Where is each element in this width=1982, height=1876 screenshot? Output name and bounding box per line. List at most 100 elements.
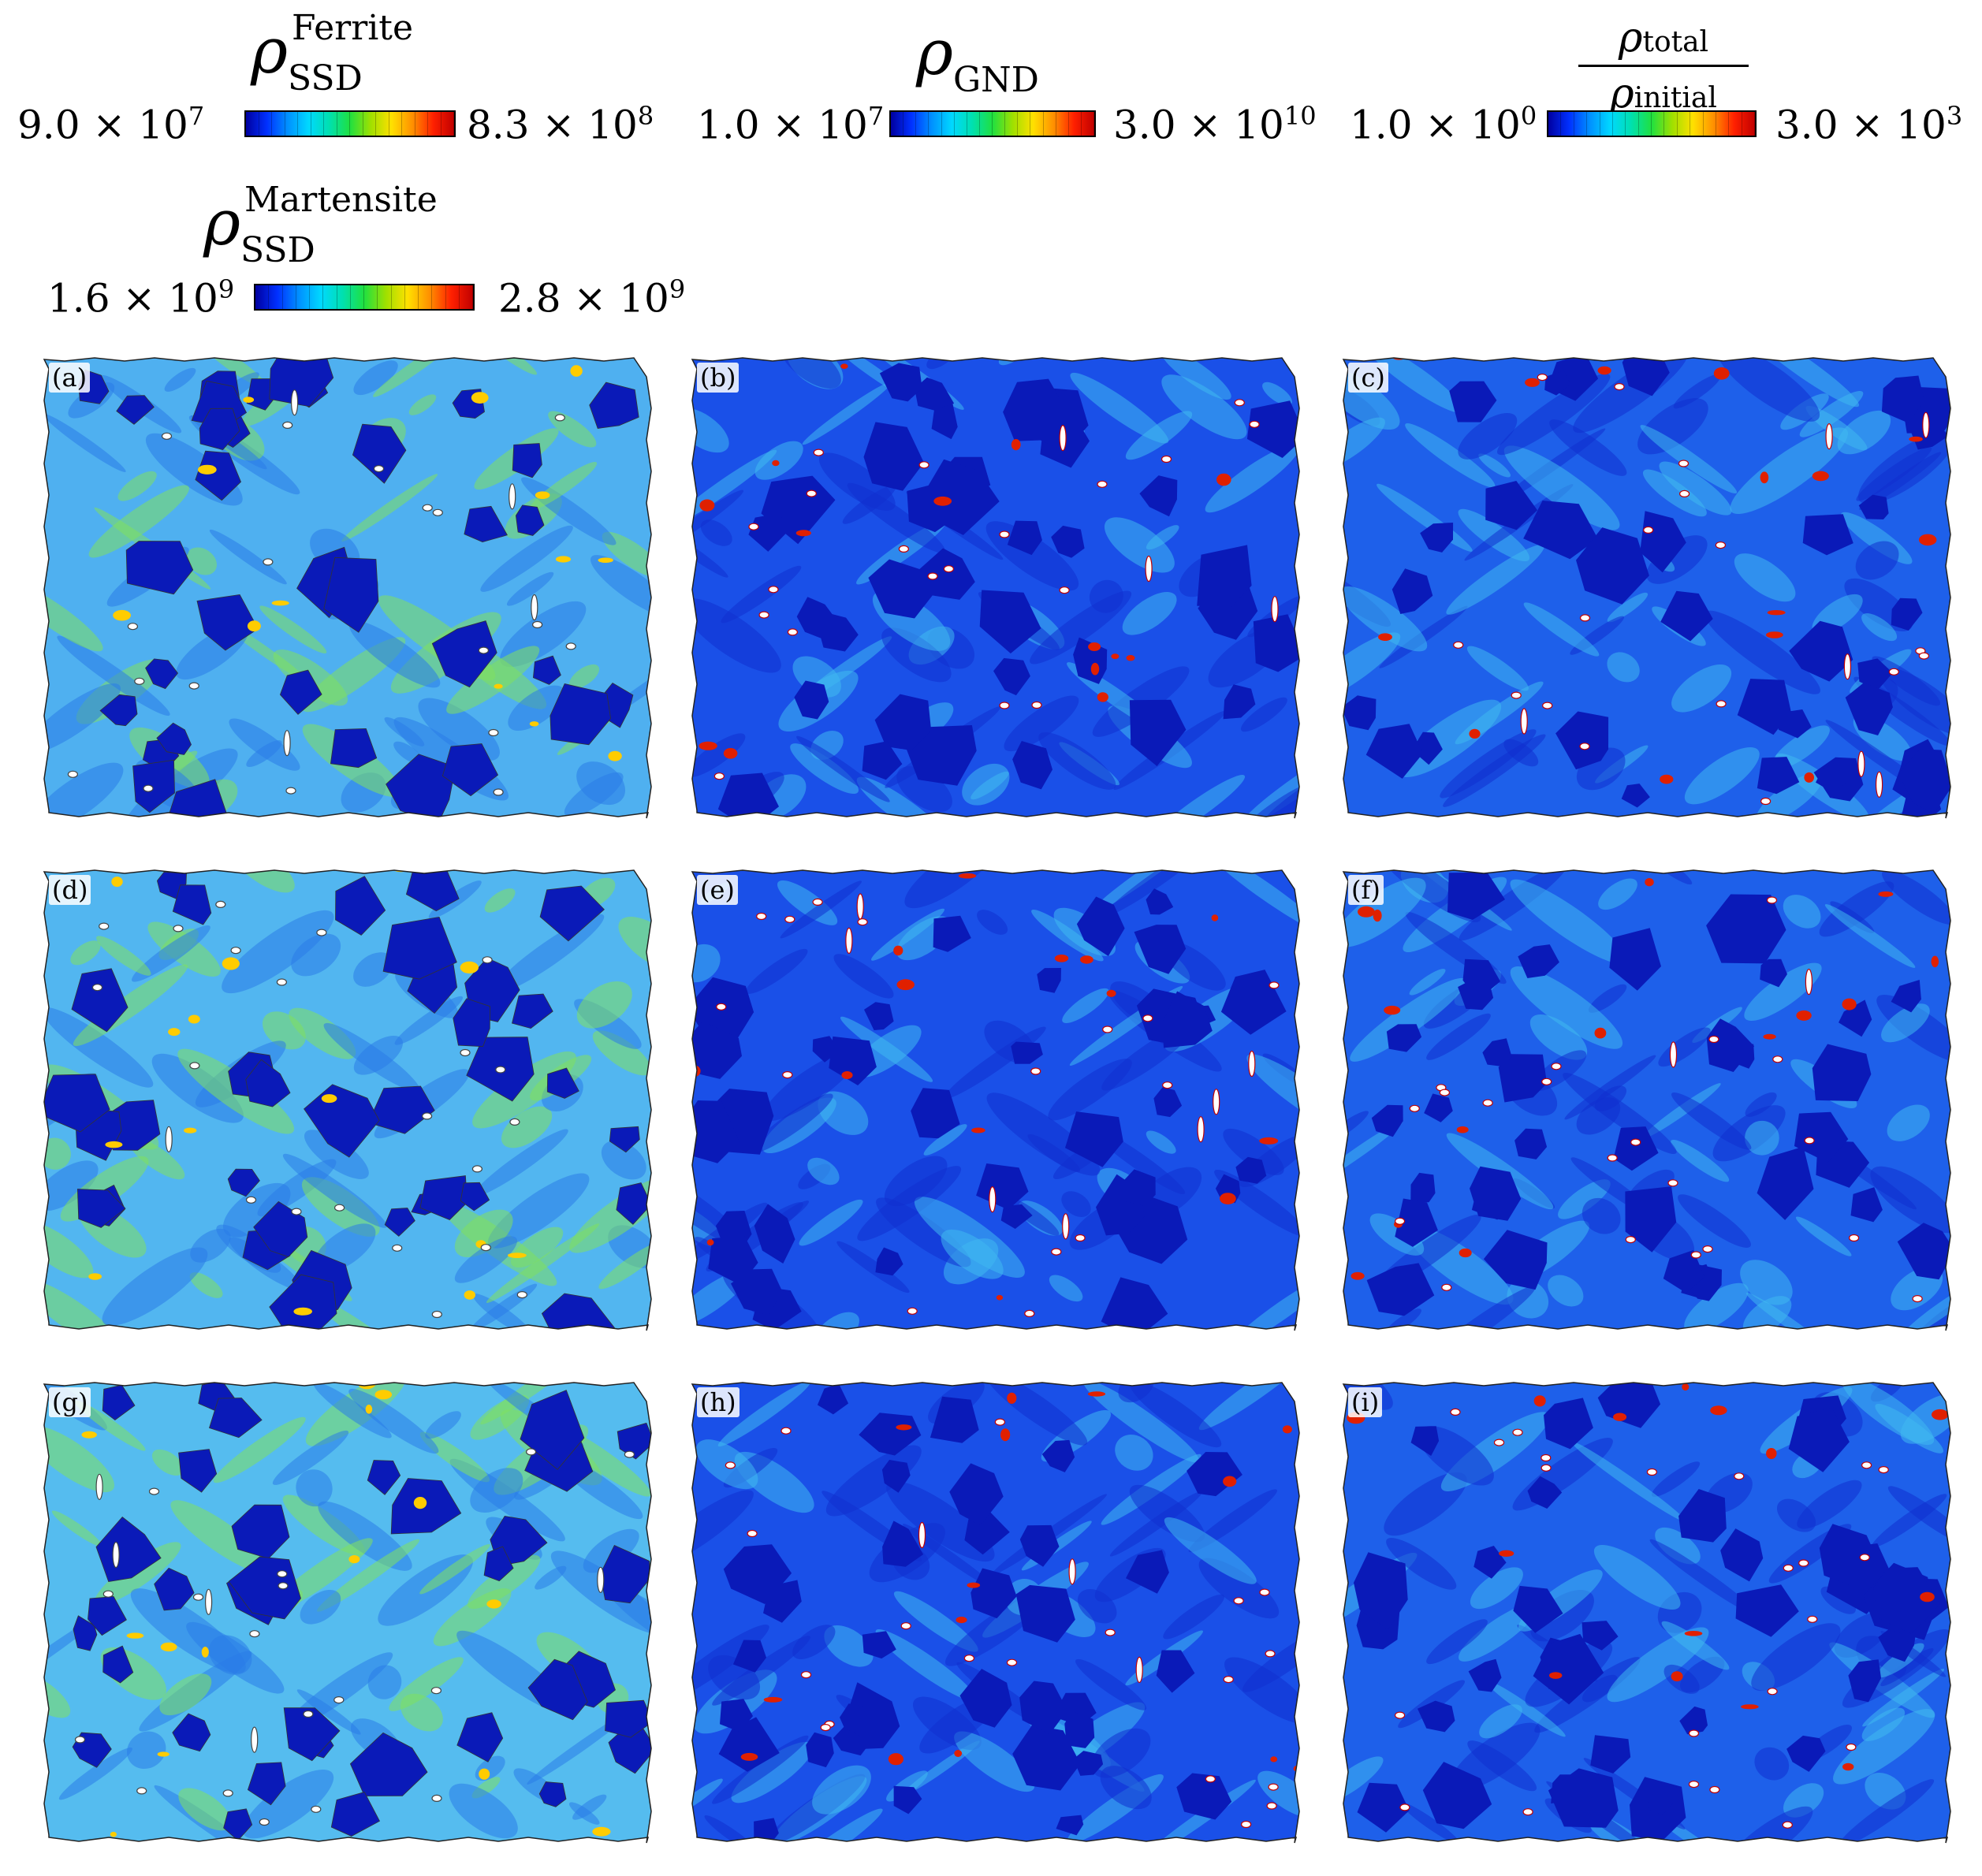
void: [95, 1473, 103, 1500]
martensite-grain: [1737, 679, 1791, 735]
martensite-grain: [195, 450, 241, 501]
texture-blob: [373, 358, 460, 397]
texture-blob: [893, 1591, 978, 1652]
martensite-grain: [512, 443, 542, 478]
texture-blob: [484, 888, 516, 913]
texture-blob: [454, 1236, 517, 1283]
texture-blob: [1478, 453, 1511, 478]
field-map: [1342, 869, 1951, 1331]
martensite-grain: [1482, 1038, 1512, 1066]
martensite-grain: [864, 1002, 894, 1030]
void: [1679, 489, 1690, 497]
hot-spot: [374, 1390, 393, 1400]
hot-spot: [1660, 774, 1674, 784]
hot-spot: [105, 1141, 123, 1148]
texture-blob: [1717, 358, 1820, 422]
texture-blob: [749, 1093, 833, 1154]
martensite-grain: [794, 680, 829, 720]
texture-blob: [1642, 469, 1707, 517]
hot-spot: [1842, 1762, 1854, 1771]
martensite-min-label: 1.6 × 109: [47, 274, 235, 322]
martensite-grain: [550, 683, 612, 746]
martensite-grain: [1410, 1172, 1436, 1203]
martensite-grain: [1012, 741, 1052, 790]
void: [525, 1448, 537, 1456]
texture-blob: [569, 664, 600, 689]
void: [1511, 691, 1522, 699]
texture-blob: [1426, 1619, 1488, 1665]
hot-spot: [740, 1752, 758, 1761]
field-map: [43, 869, 652, 1331]
martensite-grain: [1019, 1524, 1060, 1567]
hot-spot: [896, 1424, 912, 1431]
hot-spot: [1533, 1395, 1546, 1407]
texture-blob: [1900, 1279, 1950, 1331]
hot-spot: [1126, 655, 1135, 661]
martensite-grain: [1129, 699, 1187, 766]
void: [1394, 1711, 1406, 1719]
martensite-grain: [515, 504, 545, 536]
void: [1690, 1251, 1701, 1259]
martensite-grain: [1156, 1650, 1195, 1693]
martensite-grain: [1727, 1043, 1755, 1069]
hot-spot: [555, 556, 572, 563]
hot-spot: [508, 1253, 527, 1258]
texture-blob: [1115, 1435, 1153, 1471]
hot-spot: [699, 741, 717, 750]
texture-blob: [341, 474, 438, 542]
texture-blob: [501, 1106, 553, 1148]
texture-blob: [289, 1007, 356, 1059]
void: [1234, 399, 1245, 407]
hot-spot: [1597, 366, 1611, 375]
hot-spot: [197, 464, 217, 475]
martensite-grain: [754, 1204, 795, 1264]
void: [482, 956, 493, 964]
void: [1450, 1408, 1461, 1416]
martensite-grain: [862, 1631, 896, 1659]
texture-blob: [799, 1199, 863, 1246]
texture-blob: [796, 735, 890, 802]
void: [263, 558, 274, 566]
martensite-grain: [1802, 514, 1853, 556]
texture-blob: [836, 1241, 910, 1293]
hot-spot: [1932, 1409, 1949, 1420]
martensite-grain: [1000, 1204, 1033, 1229]
texture-blob: [1198, 1383, 1299, 1431]
texture-blob: [1549, 419, 1627, 476]
martensite-grain: [441, 743, 499, 797]
panel-i: (i): [1340, 1378, 1955, 1847]
gnd-max-label: 3.0 × 1010: [1113, 101, 1317, 148]
void: [509, 483, 516, 510]
ferrite-colorbar: [244, 110, 456, 137]
texture-blob: [1146, 1130, 1176, 1154]
field-map: [691, 1382, 1300, 1844]
texture-blob: [1365, 358, 1464, 414]
texture-blob: [126, 1731, 166, 1770]
void: [251, 1726, 259, 1753]
void: [554, 414, 565, 422]
void: [112, 1541, 120, 1569]
texture-blob: [1671, 664, 1732, 713]
void: [748, 523, 759, 530]
hot-spot: [1919, 534, 1937, 546]
martensite-grain: [253, 1200, 308, 1257]
texture-blob: [1161, 374, 1247, 440]
texture-blob: [472, 1051, 576, 1129]
texture-blob: [847, 482, 946, 553]
void: [1861, 1461, 1872, 1469]
texture-blob: [1004, 695, 1079, 752]
texture-blob: [896, 766, 952, 813]
void: [311, 1805, 322, 1813]
hot-spot: [1684, 1631, 1703, 1636]
martensite-grain: [1371, 1104, 1403, 1137]
martensite-grain: [1176, 1773, 1232, 1820]
texture-blob: [508, 685, 565, 731]
martensite-grain: [993, 657, 1030, 696]
martensite-grain: [419, 1175, 468, 1220]
texture-blob: [209, 529, 287, 585]
texture-blob: [962, 763, 1010, 806]
void: [173, 925, 184, 932]
ferrite-min-label: 9.0 × 107: [17, 101, 205, 148]
texture-blob: [300, 1589, 341, 1625]
void: [283, 730, 291, 757]
